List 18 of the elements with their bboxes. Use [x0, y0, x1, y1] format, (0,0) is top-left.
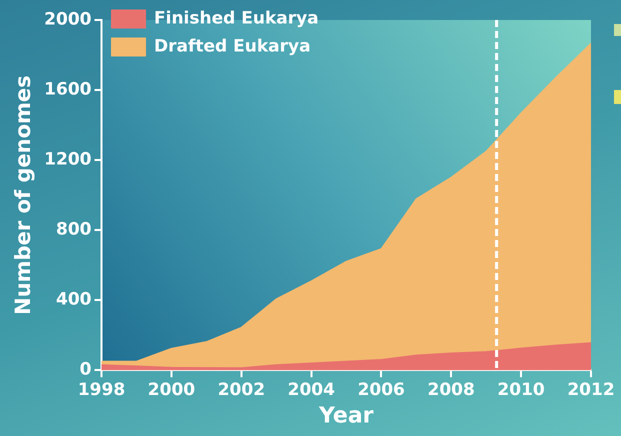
- x-tick-label: 2012: [567, 380, 615, 400]
- y-tick-label: 1600: [44, 79, 92, 100]
- legend-label: Drafted Eukarya: [154, 36, 311, 56]
- x-axis-title: Year: [318, 404, 374, 429]
- y-tick-label: 400: [56, 290, 92, 310]
- x-tick-label: 2008: [427, 380, 475, 400]
- y-tick-label: 2000: [44, 9, 92, 30]
- y-tick-label: 800: [56, 220, 92, 240]
- x-tick-label: 2000: [148, 380, 196, 400]
- y-tick-label: 1200: [44, 150, 92, 170]
- x-tick-label: 1998: [78, 380, 126, 400]
- x-tick-label: 2006: [358, 380, 405, 400]
- x-tick-label: 2004: [288, 380, 336, 400]
- y-tick-label: 0: [80, 360, 92, 380]
- legend-label: Finished Eukarya: [154, 8, 319, 28]
- y-axis-title: Number of genomes: [11, 75, 36, 315]
- x-tick-label: 2002: [218, 380, 266, 400]
- x-tick-label: 2010: [497, 380, 545, 400]
